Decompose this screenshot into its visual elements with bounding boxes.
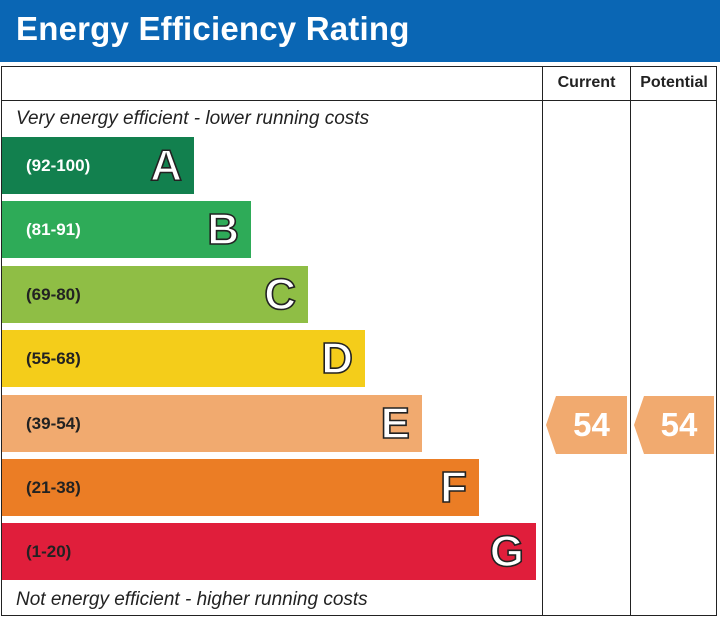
band-f-letter: F — [439, 462, 467, 513]
band-g: (1-20) G — [2, 523, 536, 581]
band-d: (55-68) D — [2, 330, 365, 388]
potential-marker-arrow — [634, 395, 714, 454]
current-column-header: Current — [557, 74, 616, 91]
current-marker-arrow — [546, 395, 627, 454]
top-caption: Very energy efficient - lower running co… — [16, 108, 370, 129]
chart-title: Energy Efficiency Rating — [16, 10, 410, 47]
band-e-range: (39-54) — [26, 413, 81, 433]
band-a-range: (92-100) — [26, 156, 91, 175]
band-a-letter: A — [149, 140, 182, 191]
bottom-caption: Not energy efficient - higher running co… — [16, 589, 368, 610]
divider-potential — [630, 66, 631, 616]
band-c-range: (69-80) — [26, 284, 81, 304]
current-rating-marker: 54 — [546, 395, 627, 454]
potential-rating-marker: 54 — [634, 395, 714, 454]
potential-column-header: Potential — [640, 74, 708, 91]
band-e-letter: E — [380, 398, 411, 449]
divider-current — [542, 66, 543, 616]
band-b-range: (81-91) — [26, 220, 81, 240]
potential-marker-shape — [634, 395, 714, 454]
band-b: (81-91) B — [2, 201, 251, 259]
band-g-range: (1-20) — [26, 542, 72, 562]
band-b-letter: B — [206, 205, 239, 256]
band-a: (92-100) A — [2, 137, 194, 194]
band-d-range: (55-68) — [26, 349, 81, 369]
band-c: (69-80) C — [2, 265, 308, 323]
title-bar: Energy Efficiency Rating — [0, 0, 720, 62]
chart-frame — [1, 66, 717, 616]
current-marker-shape — [546, 395, 627, 454]
band-f-range: (21-38) — [26, 478, 81, 497]
band-f: (21-38) F — [2, 459, 479, 516]
band-c-letter: C — [263, 269, 296, 320]
header-divider — [1, 100, 717, 101]
current-rating-value: 54 — [573, 405, 610, 443]
band-g-letter: G — [489, 527, 525, 578]
band-e: (39-54) E — [2, 394, 422, 452]
band-d-letter: D — [320, 333, 353, 384]
potential-rating-value: 54 — [660, 405, 698, 443]
